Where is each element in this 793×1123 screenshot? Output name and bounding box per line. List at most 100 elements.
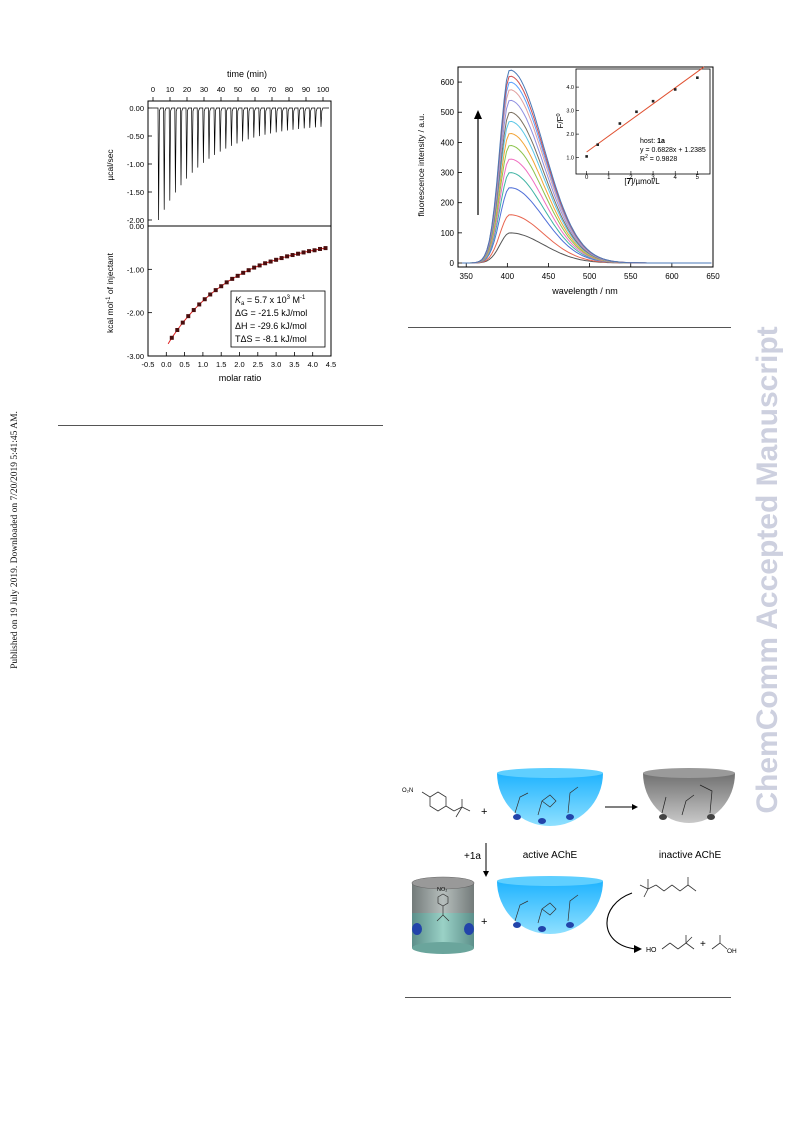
inset-xtick-label: 5 <box>696 175 700 181</box>
watermark: ChemComm Accepted Manuscript <box>748 290 788 850</box>
itc-upper-ytick-label: 0.00 <box>129 104 144 113</box>
inset-xtick-label: 4 <box>674 175 678 181</box>
hydrolysis-arrow <box>606 892 637 950</box>
fluor-xtick-label: 400 <box>501 272 515 281</box>
itc-data-point <box>186 314 191 319</box>
active-site-residues-2 <box>514 894 579 924</box>
paraoxon-molecule <box>421 791 471 818</box>
itc-xtick-label: 1.0 <box>198 360 208 369</box>
itc-data-point <box>224 280 229 285</box>
itc-xtick-label: 4.0 <box>307 360 317 369</box>
inset-ticks: 0 1 2 3 4 5 1.0 2.0 3.0 4.0 <box>566 85 699 181</box>
itc-data-point <box>246 268 251 273</box>
itc-data-point <box>285 254 290 259</box>
figure-divider-bottom <box>405 997 731 998</box>
phosphorylated-site <box>661 784 713 816</box>
fluor-xtick-label: 550 <box>624 272 638 281</box>
itc-top-tick-label: 60 <box>251 85 259 94</box>
inactive-ache-label: inactive AChE <box>659 850 722 861</box>
active-ache-pocket <box>497 773 603 826</box>
itc-data-point <box>312 248 317 253</box>
itc-top-tick-label: 50 <box>234 85 242 94</box>
itc-xtick-label: -0.5 <box>142 360 155 369</box>
residue-his-icon <box>538 818 546 824</box>
itc-parameter-box <box>230 290 326 348</box>
plus-sign: + <box>481 806 487 818</box>
itc-lower-ytick-label: -2.00 <box>127 309 144 318</box>
itc-data-point <box>252 265 257 270</box>
itc-top-tick-label: 10 <box>166 85 174 94</box>
itc-data-point <box>307 249 312 254</box>
inset-ytick-label: 4.0 <box>566 85 574 91</box>
fluor-ytick-label: 400 <box>441 138 455 147</box>
fluor-xtick-label: 350 <box>460 272 474 281</box>
fluor-inset <box>575 68 711 175</box>
inset-xtick-label: 0 <box>585 175 589 181</box>
itc-lower-ytick-label: -1.00 <box>127 265 144 274</box>
residue-ser-2-icon <box>513 922 521 928</box>
fluor-xlabel: wavelength / nm <box>551 286 618 296</box>
fluor-frame <box>457 66 714 268</box>
itc-data-point <box>219 284 224 289</box>
itc-x-ticks: -0.5 0.0 0.5 1.0 1.5 2.0 2.5 3.0 3.5 4.0 4.5 <box>142 352 336 369</box>
itc-data-point <box>180 320 185 325</box>
residue-glu-2-icon <box>566 922 574 928</box>
inset-xtick-label: 1 <box>607 175 611 181</box>
plus-sign-2: + <box>481 916 487 928</box>
figure-divider-right <box>408 327 731 328</box>
hydrolysis-arrowhead-icon <box>634 945 642 953</box>
itc-top-tick-label: 90 <box>302 85 310 94</box>
itc-upper-ytick-label: -1.50 <box>127 188 144 197</box>
fluor-ytick-label: 0 <box>450 259 455 268</box>
inset-data-point <box>651 99 655 103</box>
itc-xtick-label: 2.0 <box>234 360 244 369</box>
residue-ser-icon <box>513 814 521 820</box>
inset-ytick-label: 1.0 <box>566 156 574 162</box>
active-ache-pocket-2 <box>497 881 603 934</box>
inset-host-label: host: 1a <box>640 138 665 145</box>
itc-data-point <box>235 273 240 278</box>
itc-data-point <box>169 335 174 340</box>
itc-top-tick-label: 0 <box>151 85 155 94</box>
itc-lower-yticks: 0.00 -1.00 -2.00 -3.00 <box>127 222 152 361</box>
itc-data-point <box>191 308 196 313</box>
itc-ka-text: Ka = 5.7 x 103 M-1 <box>235 295 306 307</box>
inactive-ache-pocket <box>643 773 735 823</box>
choline-molecule <box>661 935 695 950</box>
itc-data-point <box>263 261 268 266</box>
inset-equation: y = 0.6828x + 1.2385 <box>640 147 706 154</box>
itc-dg-text: ΔG = -21.5 kJ/mol <box>235 308 307 318</box>
itc-data-point <box>290 253 295 258</box>
itc-upper-ytick-label: -2.00 <box>127 216 144 225</box>
itc-data-point <box>257 263 262 268</box>
plus-sign-3: + <box>700 939 706 950</box>
itc-top-tick-label: 100 <box>317 85 330 94</box>
itc-data-point <box>274 257 279 262</box>
increase-arrowhead-icon <box>474 110 482 119</box>
itc-lower-ytick-label: -3.00 <box>127 352 144 361</box>
inset-data-point <box>596 143 600 146</box>
itc-data-point <box>208 292 213 297</box>
inactive-residue-2-icon <box>707 814 715 820</box>
guest-nitro-label: NO₂ <box>437 887 447 893</box>
down-arrowhead-icon <box>483 871 489 877</box>
itc-xtick-label: 3.0 <box>271 360 281 369</box>
itc-upper-ytick-label: -0.50 <box>127 132 144 141</box>
itc-data-point <box>213 288 218 293</box>
inactive-ache-rim <box>643 768 735 778</box>
itc-xtick-label: 3.5 <box>289 360 299 369</box>
itc-xtick-label: 4.5 <box>326 360 336 369</box>
itc-data-point <box>296 251 301 256</box>
itc-upper-ytick-label: -1.00 <box>127 160 144 169</box>
inset-ytick-label: 2.0 <box>566 132 574 138</box>
itc-data-point <box>202 297 207 302</box>
acetic-acid-molecule <box>711 935 728 950</box>
inset-fit-line <box>586 66 705 153</box>
acetylcholine-molecule <box>639 877 697 898</box>
fluor-x-ticks: 350 400 450 500 550 600 650 <box>460 263 720 281</box>
publication-note: Published on 19 July 2019. Downloaded on… <box>8 390 22 690</box>
itc-data-points <box>169 246 328 340</box>
itc-time-axis-label: time (min) <box>227 69 267 79</box>
inset-xtick-label: 2 <box>629 175 633 181</box>
active-ache-rim-2 <box>497 876 603 886</box>
